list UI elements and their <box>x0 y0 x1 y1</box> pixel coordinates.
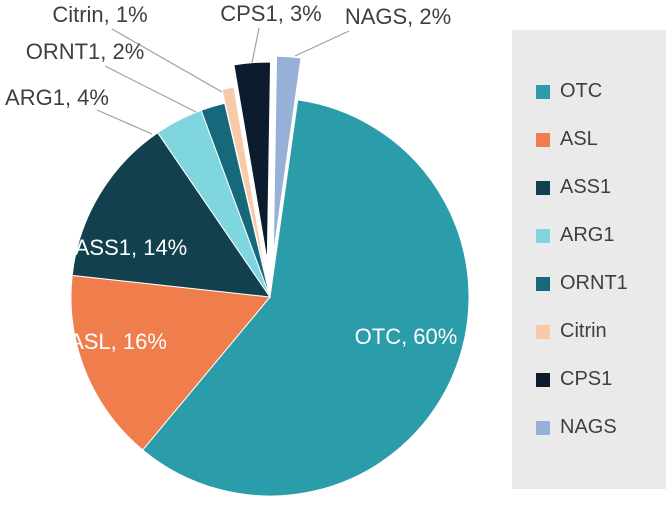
legend-swatch-ornt1 <box>536 276 550 291</box>
legend-item-ornt1: ORNT1 <box>536 272 666 295</box>
legend-item-cps1: CPS1 <box>536 368 666 391</box>
pie-slice-citrin <box>221 86 268 284</box>
data-label-nags: NAGS, 2% <box>345 4 451 29</box>
legend-item-asl: ASL <box>536 128 666 151</box>
legend-swatch-citrin <box>536 324 550 339</box>
pie-slice-asl <box>70 274 271 451</box>
data-label-ornt1: ORNT1, 2% <box>26 39 145 64</box>
data-label-citrin: Citrin, 1% <box>52 2 147 27</box>
pie-slice-otc <box>142 99 470 497</box>
leader-line-citrin <box>111 28 223 93</box>
legend-label-citrin: Citrin <box>560 320 607 342</box>
legend-swatch-otc <box>536 84 550 99</box>
leader-line-arg1 <box>96 109 153 135</box>
legend-item-arg1: ARG1 <box>536 224 666 247</box>
pie-slice-nags <box>272 55 302 256</box>
data-label-ass1: ASS1, 14% <box>75 235 188 260</box>
leader-line-cps1 <box>251 27 260 64</box>
legend-item-citrin: Citrin <box>536 320 666 343</box>
legend-label-nags: NAGS <box>560 416 617 438</box>
legend-label-ornt1: ORNT1 <box>560 272 628 294</box>
legend-swatch-nags <box>536 420 550 435</box>
legend-item-otc: OTC <box>536 80 666 103</box>
legend-swatch-ass1 <box>536 180 550 195</box>
legend-swatch-cps1 <box>536 372 550 387</box>
data-label-otc: OTC, 60% <box>355 324 458 349</box>
data-label-asl: ASL, 16% <box>69 329 167 354</box>
legend-label-otc: OTC <box>560 80 603 102</box>
legend-label-ass1: ASS1 <box>560 176 612 198</box>
chart-legend: OTC ASL ASS1 ARG1 ORNT1 Citrin CPS1 NAGS <box>512 30 666 489</box>
legend-item-ass1: ASS1 <box>536 176 666 199</box>
legend-item-nags: NAGS <box>536 416 666 439</box>
legend-label-asl: ASL <box>560 128 598 150</box>
pie-slice-ass1 <box>71 132 272 298</box>
leader-line-ornt1 <box>104 65 197 113</box>
legend-label-arg1: ARG1 <box>560 224 615 246</box>
legend-label-cps1: CPS1 <box>560 368 613 390</box>
data-label-cps1: CPS1, 3% <box>220 1 322 26</box>
data-label-arg1: ARG1, 4% <box>5 85 109 110</box>
legend-swatch-asl <box>536 132 550 147</box>
leader-line-nags <box>294 30 350 57</box>
legend-swatch-arg1 <box>536 228 550 243</box>
